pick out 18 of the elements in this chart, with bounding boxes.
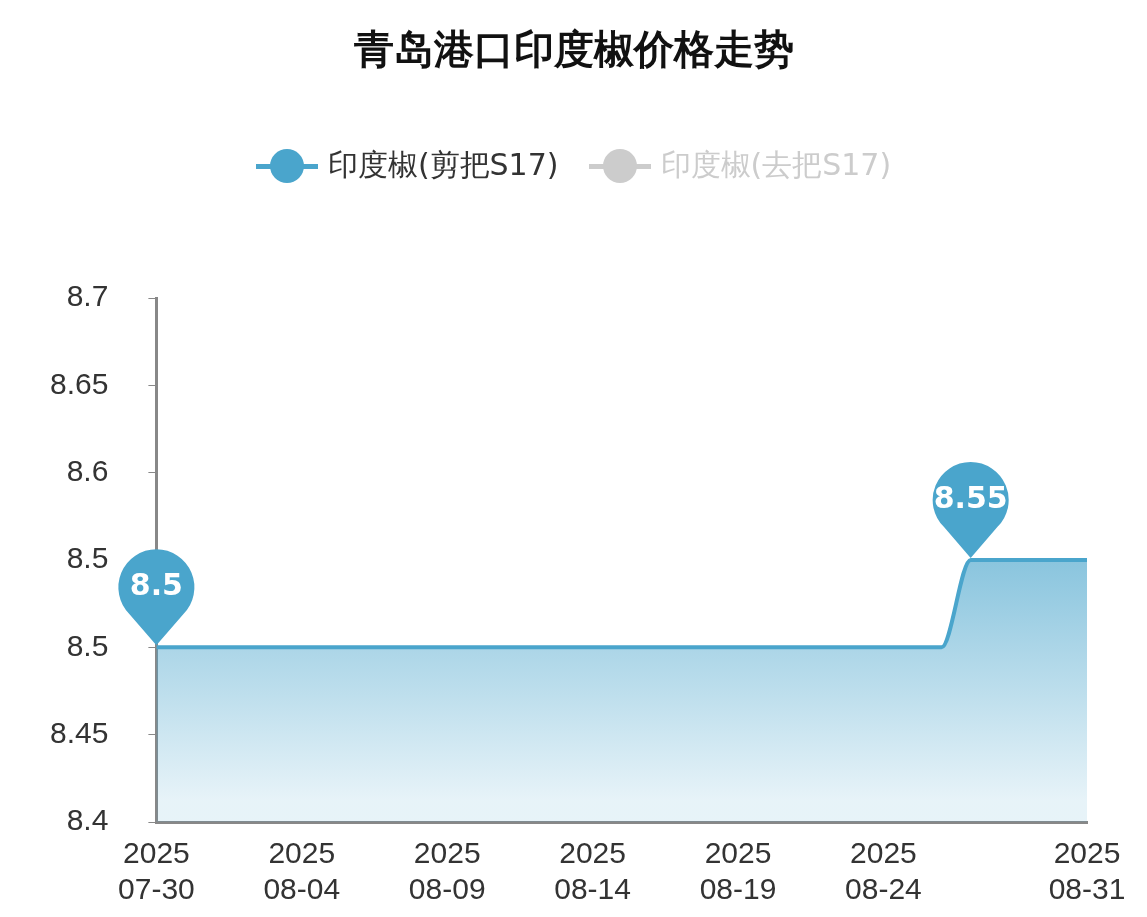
- x-tick-label: 2025 07-30: [118, 836, 195, 906]
- y-tick-label: 8.7: [66, 279, 109, 313]
- x-tick-label: 2025 08-24: [845, 836, 922, 906]
- y-tick-label: 8.65: [50, 366, 109, 400]
- y-tick-label: 8.45: [50, 715, 109, 749]
- legend-label: 印度椒(剪把S17): [327, 146, 559, 184]
- x-tick-label: 2025 08-04: [263, 836, 341, 906]
- data-label: 8.5: [129, 567, 183, 603]
- x-tick-label: 2025 08-19: [699, 836, 777, 906]
- y-tick-label: 8.4: [66, 803, 109, 837]
- x-tick-label: 2025 08-09: [408, 836, 486, 906]
- y-tick-label: 8.6: [66, 453, 109, 487]
- y-tick-label: 8.5: [66, 628, 109, 662]
- y-tick-label: 8.5: [66, 541, 109, 575]
- x-tick-label: 2025 08-31: [1048, 836, 1126, 906]
- data-label: 8.55: [933, 479, 1008, 515]
- x-tick-label: 2025 08-14: [554, 836, 631, 906]
- chart-title: 青岛港口印度椒价格走势: [352, 25, 795, 74]
